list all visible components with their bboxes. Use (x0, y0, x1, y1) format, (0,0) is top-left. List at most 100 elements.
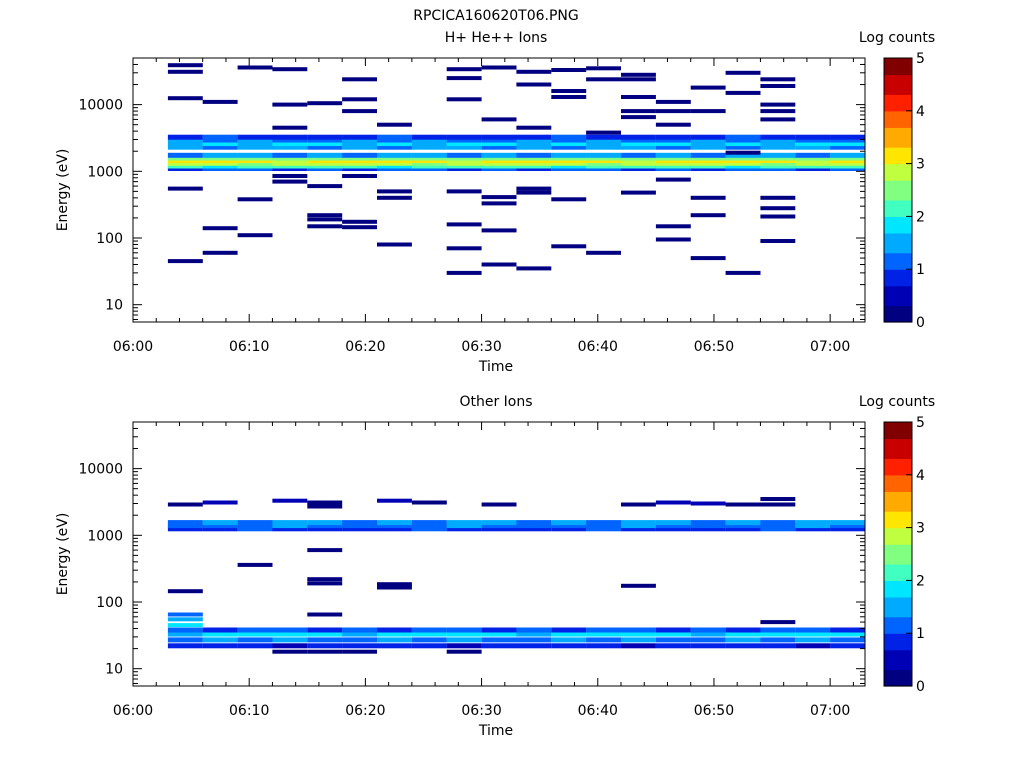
spectrogram-cell (795, 137, 831, 143)
spectrogram-cell (237, 627, 273, 633)
colorbar-segment (884, 679, 912, 684)
spectrogram-cell (167, 623, 203, 628)
spectrogram-cell (481, 228, 517, 233)
spectrogram-cell (307, 627, 343, 633)
spectrogram-cell (342, 649, 377, 654)
spectrogram-cell (167, 69, 203, 74)
spectrogram-cell (551, 160, 587, 166)
spectrogram-cell (655, 631, 691, 637)
spectrogram-cell (795, 637, 831, 643)
x-tick-label: 06:30 (461, 339, 501, 355)
colorbar-tick-label: 4 (916, 468, 925, 484)
x-tick-label: 06:00 (113, 703, 153, 719)
spectrogram-cell (307, 213, 343, 218)
colorbar-segment (884, 501, 912, 506)
y-axis-label: Energy (eV) (55, 513, 71, 596)
spectrogram-cell (725, 152, 761, 158)
spectrogram-cell (307, 631, 343, 637)
spectrogram-cell (377, 498, 412, 503)
spectrogram-cell (725, 270, 761, 275)
spectrogram-cell (307, 155, 343, 161)
x-tick-label: 06:00 (113, 339, 153, 355)
spectrogram-cell (237, 233, 273, 238)
colorbar-segment (884, 580, 912, 585)
spectrogram-cell (411, 160, 447, 166)
spectrogram-cell (516, 520, 552, 526)
x-tick-label: 06:20 (345, 703, 385, 719)
spectrogram-cell (342, 174, 377, 178)
spectrogram-cell (446, 155, 482, 161)
spectrogram-cell (655, 144, 691, 150)
spectrogram-cell (446, 246, 482, 251)
spectrogram-cell (446, 141, 482, 147)
colorbar-tick-label: 5 (916, 415, 925, 431)
spectrogram-cell (342, 152, 377, 158)
panel-h-he-ions: H+ He++ Ions 06:00 06:10 06:20 06:30 06:40 06… (55, 30, 935, 375)
spectrogram-cell (586, 152, 621, 158)
spectrogram-cell (167, 163, 203, 169)
colorbar-segment (884, 507, 912, 512)
spectrogram-cell (237, 134, 273, 140)
colorbar-segment (884, 455, 912, 459)
spectrogram-cell (272, 134, 308, 140)
spectrogram-cell (551, 526, 587, 532)
spectrogram-cell (621, 137, 656, 143)
colorbar-segment (884, 616, 912, 621)
spectrogram-cell (655, 141, 691, 147)
spectrogram-cell (411, 643, 447, 649)
spectrogram-cell (830, 160, 865, 166)
colorbar-segment (884, 643, 912, 647)
spectrogram-cell (725, 137, 761, 143)
spectrogram-cell (830, 637, 865, 643)
x-tick-label: 06:20 (345, 339, 385, 355)
spectrogram-cell (690, 163, 726, 169)
spectrogram-cell (655, 523, 691, 529)
spectrogram-cell (725, 523, 761, 529)
spectrogram-cell (621, 72, 656, 77)
colorbar-segment (884, 481, 912, 486)
colorbar-frame (883, 421, 913, 687)
spectrogram-cell (830, 631, 865, 637)
colorbar-segment (884, 166, 912, 171)
spectrogram-cell (795, 520, 831, 526)
spectrogram-cell (202, 152, 238, 158)
spectrogram-cell (621, 115, 656, 120)
spectrogram-cell (795, 627, 831, 633)
panel-other-ions: Other Ions 06:00 06:10 06:20 06:30 06:40 06:5… (55, 394, 935, 739)
spectrogram-cell (551, 523, 587, 529)
spectrogram-cell (411, 152, 447, 158)
spectrogram-cell (760, 620, 796, 625)
spectrogram-cell (446, 526, 482, 532)
spectrogram-cell (760, 523, 796, 529)
spectrogram-cell (272, 125, 308, 130)
colorbar-segment (884, 269, 912, 274)
spectrogram-cell (446, 97, 482, 102)
colorbar-segment (884, 636, 912, 641)
spectrogram-cell (690, 134, 726, 140)
spectrogram-cell (481, 137, 517, 143)
spectrogram-cell (655, 500, 691, 505)
colorbar-segment (884, 461, 912, 466)
colorbar-segment (884, 653, 912, 657)
spectrogram-cell (795, 155, 831, 161)
spectrogram-cell (446, 222, 482, 227)
colorbar-segment (884, 246, 912, 250)
spectrogram-cell (167, 96, 203, 101)
spectrogram-cell (760, 134, 796, 140)
spectrogram-cell (202, 163, 238, 169)
colorbar-segment (884, 120, 912, 125)
spectrogram-cell (551, 141, 587, 147)
spectrogram-cell (411, 155, 447, 161)
spectrogram-cell (795, 160, 831, 166)
spectrogram-cell (795, 526, 831, 532)
spectrogram-cell (307, 224, 343, 229)
spectrogram-cell (307, 504, 343, 509)
spectrogram-cell (621, 134, 656, 140)
spectrogram-cell (760, 117, 796, 122)
plot-frame (132, 421, 866, 687)
spectrogram-cell (307, 526, 343, 532)
colorbar-segment (884, 67, 912, 72)
spectrogram-cell (377, 631, 412, 637)
spectrogram-cell (446, 163, 482, 169)
